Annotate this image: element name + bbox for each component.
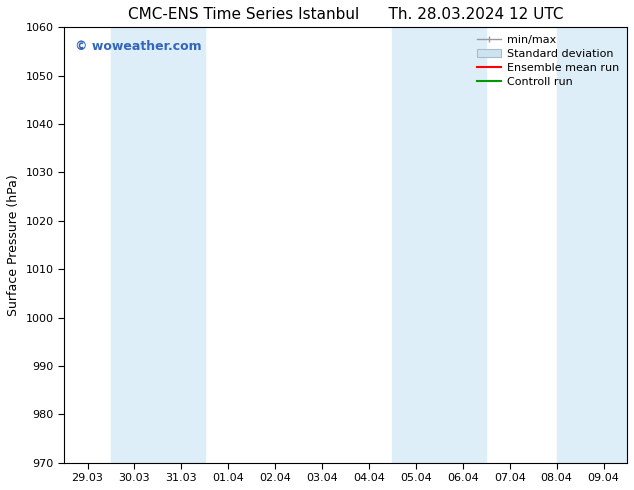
Bar [557, 27, 627, 463]
Y-axis label: Surface Pressure (hPa): Surface Pressure (hPa) [7, 174, 20, 316]
Bar [111, 27, 205, 463]
Text: © woweather.com: © woweather.com [75, 40, 202, 53]
Bar [392, 27, 486, 463]
Title: CMC-ENS Time Series Istanbul      Th. 28.03.2024 12 UTC: CMC-ENS Time Series Istanbul Th. 28.03.2… [128, 7, 563, 22]
Legend: min/max, Standard deviation, Ensemble mean run, Controll run: min/max, Standard deviation, Ensemble me… [472, 30, 624, 91]
